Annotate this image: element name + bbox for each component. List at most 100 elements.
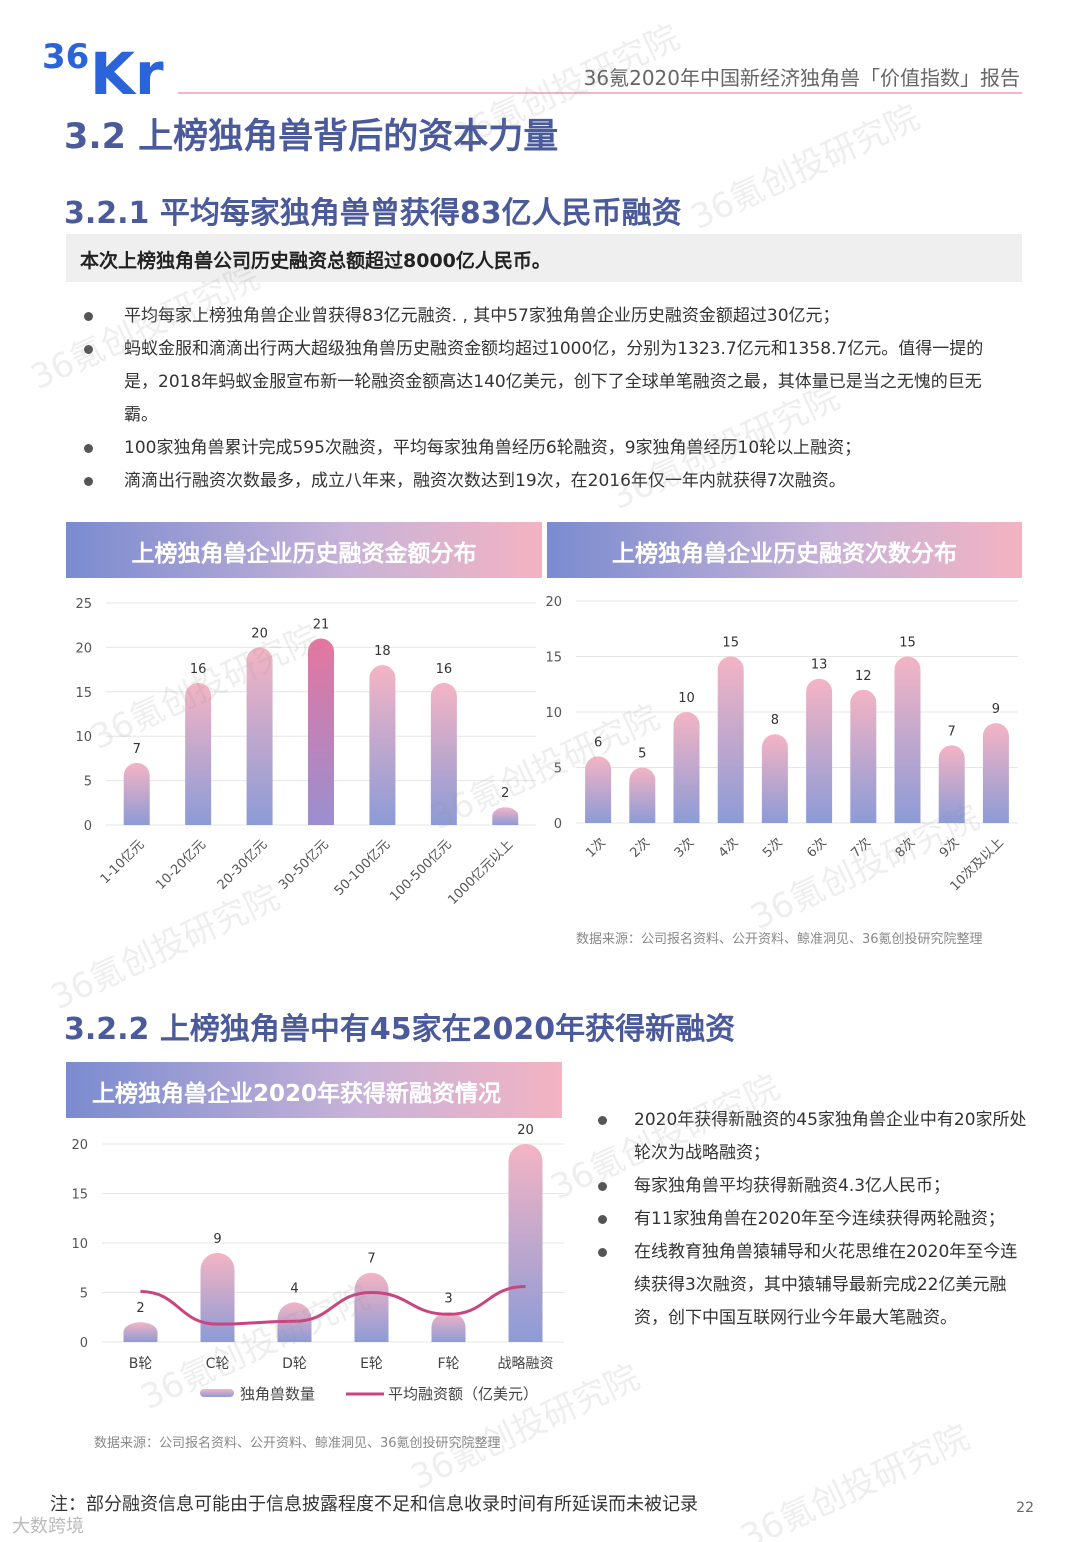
data-source-1: 数据来源：公司报名资料、公开资料、鲸准洞见、36氪创投研究院整理 <box>576 932 983 947</box>
y-tick-label: 5 <box>554 762 562 777</box>
chart-1-amount-distribution: 0 5 10 15 20 25 7 16 20 21 18 16 2 1-10亿元 10-20亿元 20-30… <box>75 597 536 908</box>
y-tick-label: 0 <box>84 819 92 834</box>
bar <box>673 712 700 823</box>
bar-value-label: 20 <box>251 626 268 641</box>
bar-value-label: 7 <box>367 1252 375 1267</box>
bar-value-label: 16 <box>436 662 453 677</box>
y-tick-label: 25 <box>75 597 92 612</box>
bar-value-label: 7 <box>948 724 956 739</box>
x-tick-label: 8次 <box>892 835 918 861</box>
bar <box>982 723 1009 823</box>
bar <box>431 1312 466 1342</box>
bar-value-label: 9 <box>992 702 1000 717</box>
report-title: 36氪2020年中国新经济独角兽「价值指数」报告 <box>583 66 1020 90</box>
x-tick-label: 100-500亿元 <box>387 837 454 904</box>
bar-value-label: 16 <box>190 662 207 677</box>
y-tick-label: 20 <box>545 595 562 610</box>
x-tick-label: F轮 <box>437 1356 459 1372</box>
bar-value-label: 6 <box>594 735 602 750</box>
bullet-item: 在线教育独角兽猿辅导和火花思维在2020年至今连续获得3次融资，其中猿辅导最新完… <box>598 1236 1028 1335</box>
chart-3-banner: 上榜独角兽企业2020年获得新融资情况 <box>66 1062 562 1118</box>
y-tick-label: 20 <box>75 641 92 656</box>
x-tick-label: 10-20亿元 <box>153 837 209 893</box>
bar <box>246 647 273 825</box>
x-tick-label: 2次 <box>627 835 653 861</box>
bullet-item: 滴滴出行融资次数最多，成立八年来，融资次数达到19次，在2016年仅一年内就获得… <box>84 465 984 498</box>
x-tick-label: B轮 <box>129 1356 153 1372</box>
bullet-item: 平均每家上榜独角兽企业曾获得83亿元融资. , 其中57家独角兽企业历史融资金额… <box>84 300 984 333</box>
bar <box>430 682 457 825</box>
x-tick-label: 6次 <box>804 835 830 861</box>
x-tick-label: 1次 <box>583 835 609 861</box>
x-tick-label: 3次 <box>671 835 697 861</box>
bar-value-label: 15 <box>899 636 916 651</box>
x-tick-label: 1000亿元以上 <box>445 837 516 908</box>
bar-value-label: 21 <box>313 618 330 633</box>
bar <box>806 678 833 823</box>
bar <box>308 638 334 825</box>
watermark: 36氪创投研究院 <box>734 1417 976 1542</box>
x-tick-label: D轮 <box>282 1356 307 1372</box>
subsection-1-title: 3.2.1 平均每家独角兽曾获得83亿人民币融资 <box>64 196 682 231</box>
bar-value-label: 13 <box>811 658 828 673</box>
corner-watermark: 大数跨境 <box>12 1516 84 1537</box>
bar <box>938 745 965 823</box>
bar <box>850 689 877 823</box>
bar <box>369 665 396 825</box>
chart-2-count-distribution: 0 5 10 15 20 6 5 10 15 8 13 12 15 7 9 1次 2次 3次 4次 5次 6次 7次 8次 9… <box>545 595 1018 894</box>
y-tick-label: 5 <box>84 775 92 790</box>
svg-text:36: 36 <box>42 37 89 77</box>
y-tick-label: 15 <box>71 1188 88 1203</box>
bar-value-label: 3 <box>444 1291 452 1306</box>
bar <box>508 1144 543 1342</box>
y-tick-label: 10 <box>75 730 92 745</box>
x-tick-label: 4次 <box>715 835 741 861</box>
watermark: 36氪创投研究院 <box>684 97 926 239</box>
bar-value-label: 12 <box>855 669 872 684</box>
subsection-2-bullets: 2020年获得新融资的45家独角兽企业中有20家所处轮次为战略融资； 每家独角兽… <box>598 1104 1028 1335</box>
x-tick-label: 9次 <box>936 835 962 861</box>
x-tick-label: 战略融资 <box>498 1356 554 1372</box>
bar-value-label: 20 <box>517 1123 534 1138</box>
page-number: 22 <box>1016 1500 1034 1516</box>
x-tick-label: 30-50亿元 <box>276 837 332 893</box>
legend-bar-label: 独角兽数量 <box>240 1385 315 1403</box>
footnote: 注：部分融资信息可能由于信息披露程度不足和信息收录时间有所延误而未被记录 <box>50 1494 698 1515</box>
bullet-item: 有11家独角兽在2020年至今连续获得两轮融资； <box>598 1203 1028 1236</box>
bar <box>185 682 212 825</box>
subsection-2-title: 3.2.2 上榜独角兽中有45家在2020年获得新融资 <box>64 1012 736 1047</box>
highlight-bar: 本次上榜独角兽公司历史融资总额超过8000亿人民币。 <box>66 234 1022 282</box>
bar <box>354 1272 389 1342</box>
bullet-item: 每家独角兽平均获得新融资4.3亿人民币； <box>598 1170 1028 1203</box>
x-tick-label: 50-100亿元 <box>332 837 394 899</box>
bar-value-label: 7 <box>133 742 141 757</box>
y-tick-label: 10 <box>545 706 562 721</box>
svg-text:Kr: Kr <box>90 40 164 98</box>
bar-value-label: 15 <box>722 636 739 651</box>
x-tick-label: 20-30亿元 <box>215 837 271 893</box>
bar-value-label: 5 <box>638 747 646 762</box>
header-divider <box>178 92 1022 94</box>
x-tick-label: E轮 <box>360 1356 383 1372</box>
bar-value-label: 2 <box>136 1301 144 1316</box>
bar-value-label: 4 <box>290 1281 298 1296</box>
x-tick-label: C轮 <box>206 1356 230 1372</box>
bullet-item: 蚂蚁金服和滴滴出行两大超级独角兽历史融资金额均超过1000亿，分别为1323.7… <box>84 333 984 432</box>
chart-1-title: 上榜独角兽企业历史融资金额分布 <box>131 541 477 567</box>
chart-3-legend: 独角兽数量 平均融资额（亿美元） <box>200 1385 538 1403</box>
legend-line-label: 平均融资额（亿美元） <box>388 1385 538 1403</box>
y-tick-label: 15 <box>545 651 562 666</box>
bullet-item: 2020年获得新融资的45家独角兽企业中有20家所处轮次为战略融资； <box>598 1104 1028 1170</box>
x-tick-label: 5次 <box>759 835 785 861</box>
y-tick-label: 5 <box>80 1287 88 1302</box>
y-tick-label: 0 <box>80 1336 88 1351</box>
bullet-item: 100家独角兽累计完成595次融资，平均每家独角兽经历6轮融资，9家独角兽经历1… <box>84 432 984 465</box>
bar <box>123 762 150 825</box>
bar <box>894 656 921 823</box>
subsection-1-bullets: 平均每家上榜独角兽企业曾获得83亿元融资. , 其中57家独角兽企业历史融资金额… <box>84 300 984 498</box>
y-tick-label: 20 <box>71 1138 88 1153</box>
section-title: 3.2 上榜独角兽背后的资本力量 <box>64 117 559 157</box>
bar <box>585 756 612 823</box>
bar-value-label: 8 <box>771 713 779 728</box>
